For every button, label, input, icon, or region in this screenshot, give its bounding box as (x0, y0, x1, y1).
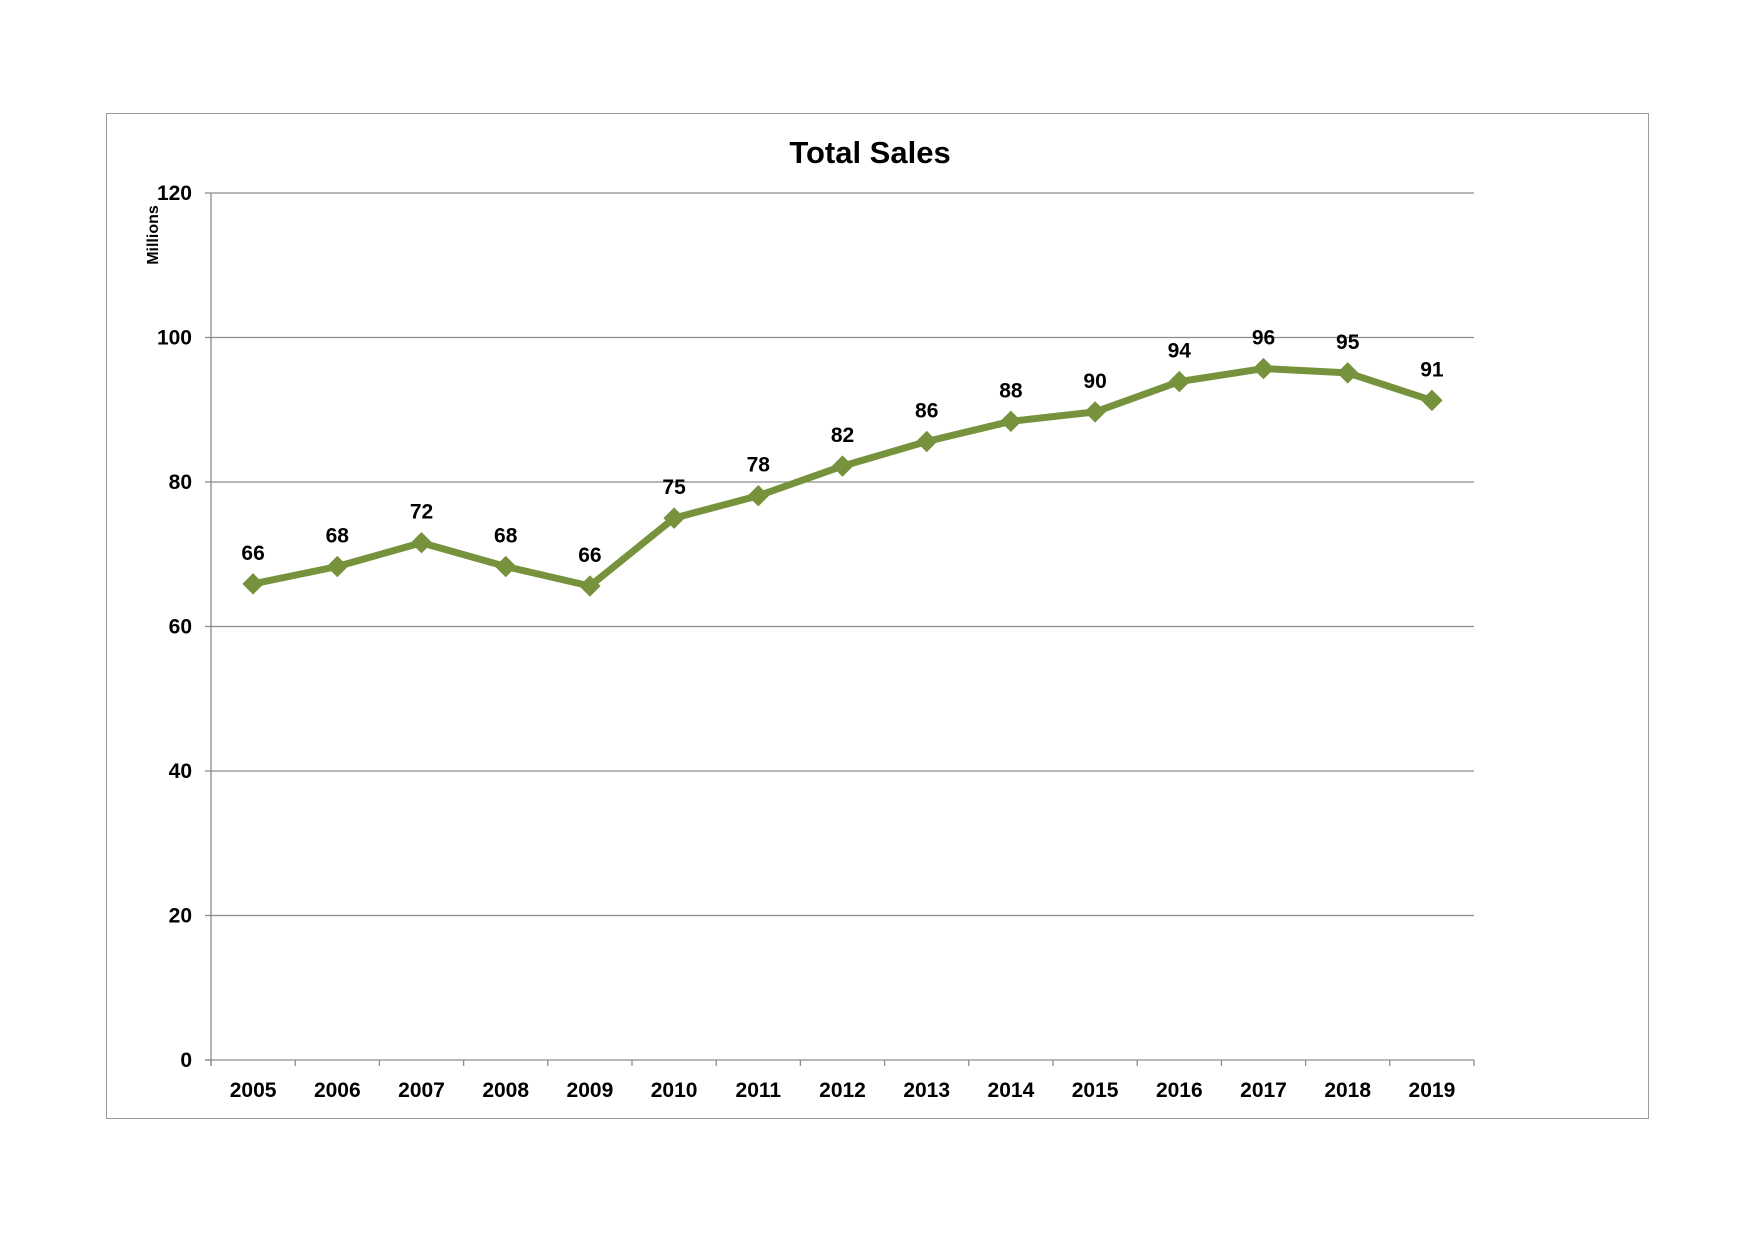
x-axis-ticks: 2005 2006 2007 2008 2009 2010 2011 2012 2013 2014… (230, 1079, 1456, 1102)
x-tick-label-2007: 2007 (398, 1079, 445, 1102)
data-label-2005: 66 (241, 542, 264, 565)
y-axis-ticks: 0 20 40 60 80 100 120 (157, 182, 192, 1072)
data-point-2016 (1168, 370, 1191, 393)
y-tick-label-40: 40 (169, 760, 192, 783)
data-label-2009: 66 (578, 544, 601, 567)
x-tick-label-2006: 2006 (314, 1079, 361, 1102)
data-markers (242, 357, 1443, 597)
y-tick-label-100: 100 (157, 327, 192, 350)
data-label-2007: 72 (410, 501, 433, 524)
x-tick-label-2014: 2014 (988, 1079, 1035, 1102)
data-label-2013: 86 (915, 400, 938, 423)
data-point-2006 (326, 555, 349, 578)
data-point-2019 (1421, 389, 1443, 412)
x-tick-label-2012: 2012 (819, 1079, 866, 1102)
data-label-2019: 91 (1420, 358, 1444, 381)
y-tick-label-80: 80 (169, 471, 192, 494)
data-label-2008: 68 (494, 525, 518, 548)
y-tick-label-60: 60 (169, 616, 192, 639)
data-point-2007 (410, 531, 433, 554)
x-tick-label-2016: 2016 (1156, 1079, 1203, 1102)
data-label-2011: 78 (747, 454, 771, 477)
x-tick-label-2005: 2005 (230, 1079, 277, 1102)
axes (205, 192, 1475, 1066)
chart-frame: Total Sales Millions 0 20 40 60 80 100 120 200… (106, 113, 1649, 1119)
x-tick-label-2018: 2018 (1324, 1079, 1371, 1102)
data-point-2009 (579, 575, 601, 597)
x-tick-label-2011: 2011 (736, 1079, 782, 1102)
data-point-2011 (747, 485, 770, 507)
x-tick-label-2010: 2010 (651, 1079, 698, 1102)
data-point-2018 (1336, 362, 1359, 384)
data-label-2017: 96 (1252, 327, 1275, 350)
line-chart: Total Sales Millions 0 20 40 60 80 100 120 200… (145, 135, 1475, 1102)
data-label-2010: 75 (662, 476, 686, 499)
data-label-2006: 68 (326, 525, 350, 548)
data-labels: 66 68 72 68 66 75 78 82 86 88 90 94 96 95 91 (241, 327, 1443, 567)
x-tick-label-2019: 2019 (1409, 1079, 1456, 1102)
data-point-2008 (494, 555, 517, 578)
x-tick-label-2013: 2013 (903, 1079, 950, 1102)
series-line-total-sales (249, 365, 1436, 590)
data-point-2012 (831, 455, 854, 477)
data-label-2018: 95 (1336, 331, 1360, 354)
x-tick-label-2009: 2009 (567, 1079, 614, 1102)
x-tick-label-2015: 2015 (1072, 1079, 1119, 1102)
data-label-2016: 94 (1168, 340, 1192, 363)
chart-title: Total Sales (789, 135, 950, 170)
data-point-2010 (663, 507, 685, 529)
x-tick-label-2017: 2017 (1240, 1079, 1287, 1102)
y-tick-label-120: 120 (157, 182, 192, 205)
y-tick-label-20: 20 (169, 905, 192, 928)
data-point-2013 (915, 430, 938, 453)
data-label-2014: 88 (999, 379, 1023, 402)
y-axis-unit-label: Millions (145, 205, 162, 265)
x-tick-label-2008: 2008 (482, 1079, 529, 1102)
series-total-sales (249, 365, 1436, 590)
data-point-2017 (1252, 357, 1275, 380)
data-label-2015: 90 (1083, 370, 1106, 393)
data-point-2015 (1084, 401, 1106, 423)
data-point-2005 (242, 573, 264, 595)
data-label-2012: 82 (831, 424, 854, 447)
gridlines (211, 192, 1474, 917)
y-tick-label-0: 0 (180, 1049, 192, 1072)
data-point-2014 (1000, 410, 1022, 433)
